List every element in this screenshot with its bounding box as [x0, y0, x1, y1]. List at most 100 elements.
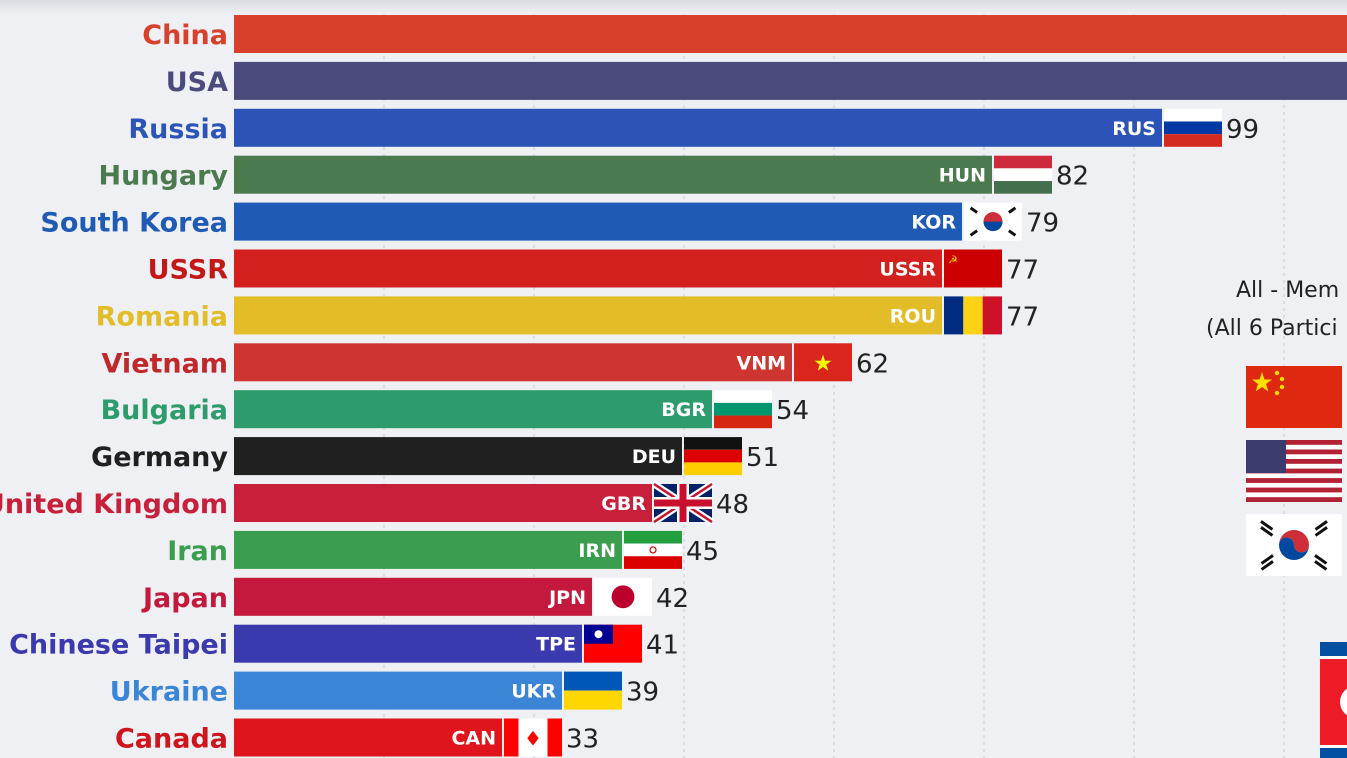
- value-label: 51: [746, 443, 779, 473]
- flag-icon: [1164, 108, 1222, 147]
- bar-code-label: IRN: [578, 540, 616, 562]
- category-label: USA: [166, 67, 228, 98]
- bar-row: Japan JPN 42: [141, 577, 689, 616]
- bar-row: Canada CAN ♦ 33: [115, 718, 599, 757]
- flag-icon: [964, 202, 1022, 241]
- category-label: Bulgaria: [101, 395, 228, 426]
- bar: [234, 61, 1347, 100]
- bar-row: United Kingdom GBR 48: [0, 481, 749, 525]
- value-label: 77: [1006, 302, 1039, 332]
- bar-code-label: RUS: [1112, 118, 1156, 140]
- flag-icon: [594, 577, 652, 616]
- bar: [234, 15, 1347, 53]
- legend-subtitle: (All 6 Partici: [1206, 316, 1338, 341]
- value-label: 99: [1226, 115, 1259, 145]
- flag-icon: [652, 481, 714, 525]
- bar-code-label: GBR: [601, 493, 646, 515]
- value-label: 62: [856, 349, 889, 379]
- flag-icon: [624, 530, 682, 569]
- flag-icon: ☭: [944, 249, 1002, 288]
- china-flag-icon: [1246, 366, 1342, 428]
- bar-code-label: BGR: [661, 399, 706, 421]
- value-label: 39: [626, 678, 659, 708]
- category-label: Romania: [96, 301, 228, 332]
- bar-row: Vietnam VNM ★ 62: [102, 343, 889, 382]
- flag-icon: ★: [794, 343, 852, 382]
- category-label: Ukraine: [110, 677, 228, 708]
- value-label: 42: [656, 584, 689, 614]
- category-label: USSR: [148, 255, 229, 286]
- value-label: 79: [1026, 209, 1059, 239]
- svg-text:★: ★: [813, 351, 833, 376]
- value-label: 41: [646, 631, 679, 661]
- category-label: Iran: [167, 536, 228, 567]
- bar-row: Romania ROU 77: [96, 296, 1039, 335]
- value-label: 77: [1006, 256, 1039, 286]
- bar-code-label: KOR: [911, 212, 956, 234]
- bar: [234, 718, 502, 757]
- bar: [234, 202, 962, 241]
- bar: [234, 343, 792, 382]
- category-label: Chinese Taipei: [9, 630, 228, 661]
- value-label: 82: [1056, 162, 1089, 192]
- bar-row: Germany DEU 51: [91, 437, 779, 476]
- category-label: United Kingdom: [0, 489, 228, 520]
- svg-text:☭: ☭: [948, 254, 958, 267]
- bar-code-label: TPE: [536, 634, 576, 656]
- bar: [234, 249, 942, 288]
- value-label: 33: [566, 725, 599, 755]
- bar: [234, 296, 942, 335]
- bar-row: Ukraine UKR 39: [110, 671, 659, 710]
- legend-title: All - Mem: [1236, 278, 1340, 303]
- category-label: Hungary: [98, 161, 228, 192]
- category-label: Russia: [128, 114, 228, 145]
- flag-icon: [584, 624, 642, 663]
- value-label: 48: [716, 490, 749, 520]
- bar: [234, 155, 992, 194]
- bar: [234, 108, 1162, 147]
- flag-icon: [944, 296, 1002, 335]
- flag-icon: [994, 155, 1052, 194]
- bar: [234, 484, 652, 522]
- bar: [234, 530, 622, 569]
- bar-code-label: JPN: [547, 587, 586, 609]
- flag-icon: [714, 390, 772, 429]
- north-korea-flag-icon: [1320, 642, 1347, 758]
- bar: [234, 437, 682, 476]
- bar-row: Russia RUS 99: [128, 108, 1259, 147]
- usa-flag-icon: [1246, 440, 1342, 502]
- bar-row: Iran IRN 45: [167, 530, 719, 569]
- bar-code-label: UKR: [511, 681, 556, 703]
- south-korea-flag-icon: [1246, 514, 1342, 576]
- svg-text:♦: ♦: [524, 727, 542, 751]
- category-label: Vietnam: [102, 348, 228, 379]
- bar-code-label: CAN: [451, 728, 496, 750]
- bar-row: USA: [166, 61, 1347, 100]
- bar-row: Hungary HUN 82: [98, 155, 1089, 194]
- bar-row: Bulgaria BGR 54: [101, 390, 809, 429]
- flag-icon: ♦: [504, 718, 562, 757]
- category-label: Japan: [141, 583, 228, 614]
- bar-row: China: [142, 15, 1347, 53]
- bar-code-label: DEU: [632, 446, 676, 468]
- category-label: South Korea: [40, 208, 228, 239]
- flag-icon: [684, 437, 742, 476]
- value-label: 54: [776, 396, 809, 426]
- bar: [234, 624, 582, 663]
- value-label: 45: [686, 537, 719, 567]
- bar-row: South Korea KOR 79: [40, 202, 1059, 241]
- bar: [234, 577, 592, 616]
- category-label: Germany: [91, 442, 228, 473]
- flag-icon: [564, 671, 622, 710]
- bar: [234, 671, 562, 710]
- bar: [234, 390, 712, 429]
- bar-code-label: USSR: [879, 259, 936, 281]
- bar-code-label: VNM: [736, 352, 786, 374]
- bar-code-label: ROU: [890, 305, 936, 327]
- legend: All - Mem (All 6 Partici: [1200, 272, 1347, 758]
- bar-row: USSR USSR ☭ 77: [148, 249, 1039, 288]
- bar-row: Chinese Taipei TPE 41: [9, 624, 679, 663]
- category-label: China: [142, 20, 228, 51]
- category-label: Canada: [115, 724, 228, 755]
